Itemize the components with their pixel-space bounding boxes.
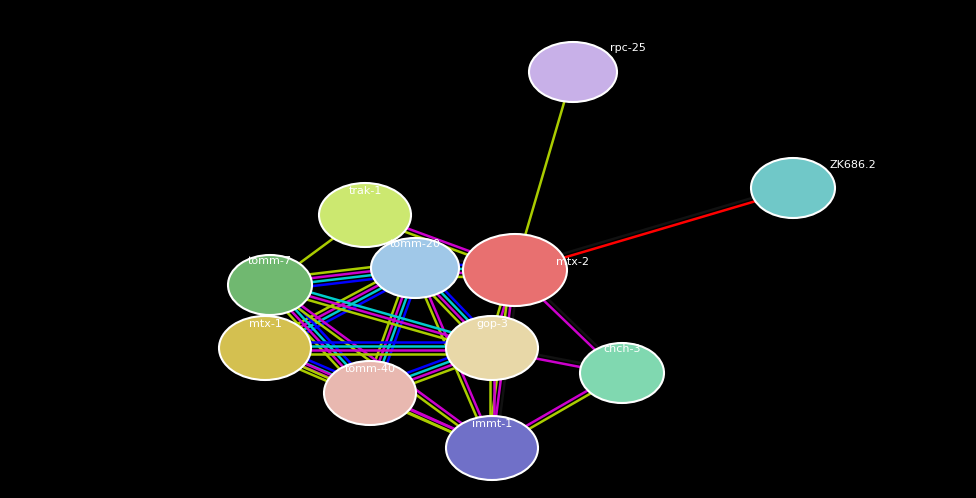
Text: rpc-25: rpc-25 (610, 43, 646, 53)
Text: tomm-20: tomm-20 (389, 239, 440, 249)
Ellipse shape (446, 416, 538, 480)
Ellipse shape (219, 316, 311, 380)
Text: gop-3: gop-3 (476, 319, 508, 329)
Text: chch-3: chch-3 (603, 344, 641, 354)
Text: mtx-1: mtx-1 (249, 319, 281, 329)
Ellipse shape (324, 361, 416, 425)
Text: immt-1: immt-1 (471, 419, 512, 429)
Ellipse shape (463, 234, 567, 306)
Ellipse shape (446, 316, 538, 380)
Text: trak-1: trak-1 (348, 186, 382, 196)
Ellipse shape (529, 42, 617, 102)
Ellipse shape (371, 238, 459, 298)
Text: tomm-40: tomm-40 (345, 364, 395, 374)
Ellipse shape (228, 255, 312, 315)
Text: tomm-7: tomm-7 (248, 256, 292, 266)
Text: ZK686.2: ZK686.2 (830, 160, 876, 170)
Text: mtx-2: mtx-2 (556, 257, 589, 267)
Ellipse shape (751, 158, 835, 218)
Ellipse shape (319, 183, 411, 247)
Ellipse shape (580, 343, 664, 403)
